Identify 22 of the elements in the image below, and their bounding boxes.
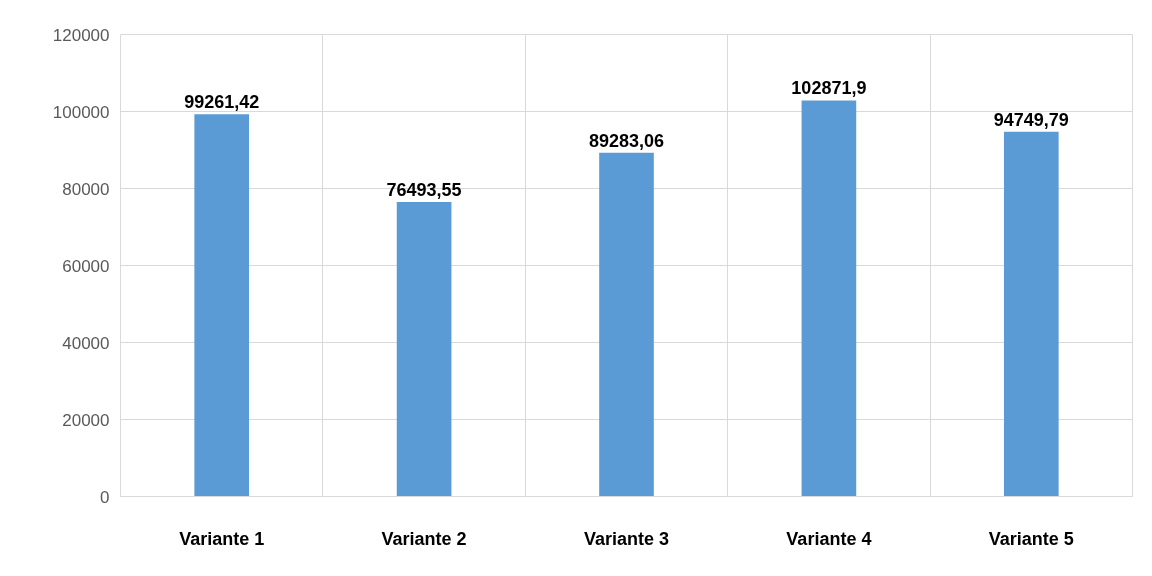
y-tick-label: 100000 [52,102,110,122]
data-label: 89283,06 [588,130,665,151]
y-tick-label: 0 [100,487,110,507]
y-tick-label: 60000 [62,256,110,276]
y-tick-label: 40000 [62,333,110,353]
bar [194,114,250,497]
bar [396,202,452,497]
y-tick-label: 20000 [62,410,110,430]
data-label: 94749,79 [993,109,1069,130]
bar [599,152,654,497]
bar [801,100,857,497]
data-label: 99261,42 [184,92,260,113]
y-tick-label: 80000 [62,179,110,199]
x-tick-label: Variante 2 [381,528,467,549]
x-tick-label: Variante 1 [179,528,265,549]
bar [1003,131,1059,497]
data-label: 102871,9 [791,78,867,99]
data-label: 76493,55 [386,180,462,200]
x-tick-label: Variante 4 [786,528,872,549]
y-tick-label: 120000 [52,25,110,45]
x-tick-label: Variante 5 [988,528,1074,549]
x-tick-label: Variante 3 [583,528,670,549]
